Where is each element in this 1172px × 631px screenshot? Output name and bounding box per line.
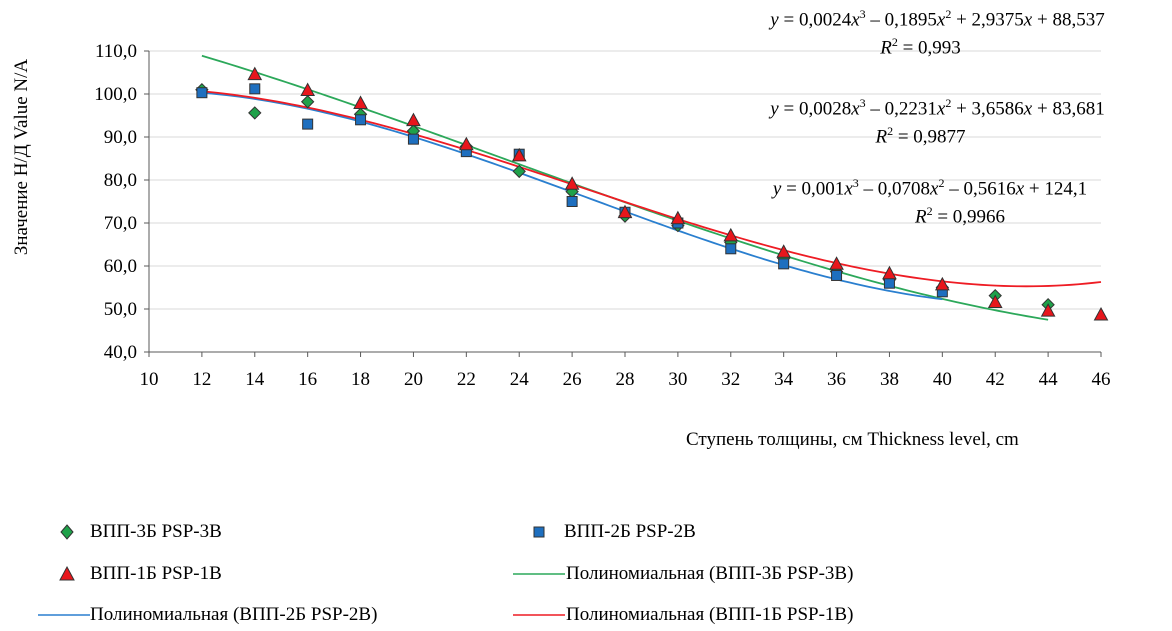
square-point: [831, 269, 843, 281]
square-point: [566, 196, 578, 207]
y-tick-label: 80,0: [104, 170, 137, 191]
data-points: [195, 66, 1109, 321]
trendline-3: [201, 90, 1102, 288]
square-point: [883, 277, 895, 289]
x-tick-label: 44: [1039, 369, 1059, 390]
legend-label: ВПП-1Б PSP-1B: [90, 563, 222, 584]
y-tick-label: 60,0: [104, 256, 137, 277]
triangle-point: [934, 276, 950, 291]
triangle-point: [617, 204, 633, 219]
triangle-point: [247, 66, 263, 81]
line-marker-icon: [513, 573, 565, 575]
line-marker-icon: [38, 614, 90, 616]
y-tick-label: 90,0: [104, 127, 137, 148]
equation-text: y = 0,001x3 – 0,0708x2 – 0,5616x + 124,1: [772, 176, 1088, 200]
x-tick-label: 10: [140, 369, 159, 390]
x-tick-label: 18: [351, 369, 370, 390]
r-squared-text: R2 = 0,993: [880, 35, 961, 59]
y-tick-label: 70,0: [104, 213, 137, 234]
square-point: [407, 133, 419, 145]
equation-text: y = 0,0024x3 – 0,1895x2 + 2,9375x + 88,5…: [770, 7, 1105, 31]
x-tick-label: 28: [616, 369, 635, 390]
y-axis-label: Значение Н/Д Value N/A: [11, 59, 32, 256]
diamond-point: [512, 164, 526, 179]
x-tick-label: 34: [774, 369, 794, 390]
x-tick-label: 42: [986, 369, 1005, 390]
triangle-point: [670, 210, 686, 225]
triangle-point: [353, 95, 368, 109]
x-tick-label: 22: [457, 369, 476, 390]
r-squared-text: R2 = 0,9877: [875, 124, 966, 148]
triangle-point: [829, 256, 844, 270]
trend-equation-1: y = 0,0024x3 – 0,1895x2 + 2,9375x + 88,5…: [720, 3, 1155, 60]
diamond-point: [300, 95, 315, 109]
x-tick-label: 16: [298, 369, 317, 390]
triangle-marker-icon: [59, 565, 75, 581]
triangle-point: [1093, 306, 1109, 321]
x-axis-label: Ступень толщины, см Thickness level, cm: [686, 429, 1019, 450]
x-tick-label: 20: [404, 369, 423, 390]
y-tick-label: 100,0: [94, 84, 137, 105]
x-tick-label: 38: [880, 369, 899, 390]
triangle-point: [564, 176, 580, 190]
triangle-point: [882, 265, 897, 280]
x-tick-label: 36: [827, 369, 846, 390]
square-marker-icon: [533, 526, 545, 538]
legend-label: Полиномиальная (ВПП-2Б PSP-2B): [90, 604, 378, 625]
equation-text: y = 0,0028x3 – 0,2231x2 + 3,6586x + 83,6…: [770, 96, 1105, 120]
triangle-point: [776, 244, 792, 258]
y-tick-label: 50,0: [104, 299, 137, 320]
x-tick-label: 24: [510, 369, 530, 390]
legend-label: ВПП-3Б PSP-3B: [90, 521, 222, 542]
square-point: [725, 243, 737, 255]
triangle-point: [1040, 303, 1056, 317]
square-point: [355, 114, 367, 126]
x-tick-label: 32: [721, 369, 740, 390]
x-tick-label: 30: [668, 369, 687, 390]
square-point: [196, 87, 208, 99]
legend-label: ВПП-2Б PSP-2B: [564, 521, 696, 542]
x-tick-label: 40: [933, 369, 952, 390]
legend-label: Полиномиальная (ВПП-3Б PSP-3B): [566, 563, 854, 584]
diamond-point: [248, 106, 262, 120]
x-tick-label: 12: [192, 369, 211, 390]
triangle-point: [511, 147, 527, 162]
trend-equation-3: y = 0,001x3 – 0,0708x2 – 0,5616x + 124,1…: [700, 172, 1160, 229]
line-marker-icon: [513, 614, 565, 616]
x-tick-label: 46: [1092, 369, 1111, 390]
y-tick-label: 110,0: [95, 41, 137, 62]
square-point: [249, 83, 261, 95]
triangle-point: [458, 136, 474, 151]
r-squared-text: R2 = 0,9966: [914, 204, 1006, 228]
trend-equation-2: y = 0,0028x3 – 0,2231x2 + 3,6586x + 83,6…: [720, 92, 1155, 149]
diamond-marker-icon: [60, 524, 74, 540]
triangle-point: [406, 112, 421, 127]
x-tick-label: 14: [245, 369, 265, 390]
y-tick-label: 40,0: [104, 342, 137, 363]
legend-label: Полиномиальная (ВПП-1Б PSP-1B): [566, 604, 854, 625]
x-tick-label: 26: [563, 369, 582, 390]
triangle-point: [300, 82, 316, 97]
triangle-point: [987, 294, 1003, 309]
axes: 40,0 50,0 60,0 70,0 80,0 90,0 100,0 110,0 10 12 14…: [94, 41, 1110, 390]
square-point: [778, 258, 790, 270]
square-point: [302, 118, 314, 130]
triangle-point: [723, 227, 739, 242]
